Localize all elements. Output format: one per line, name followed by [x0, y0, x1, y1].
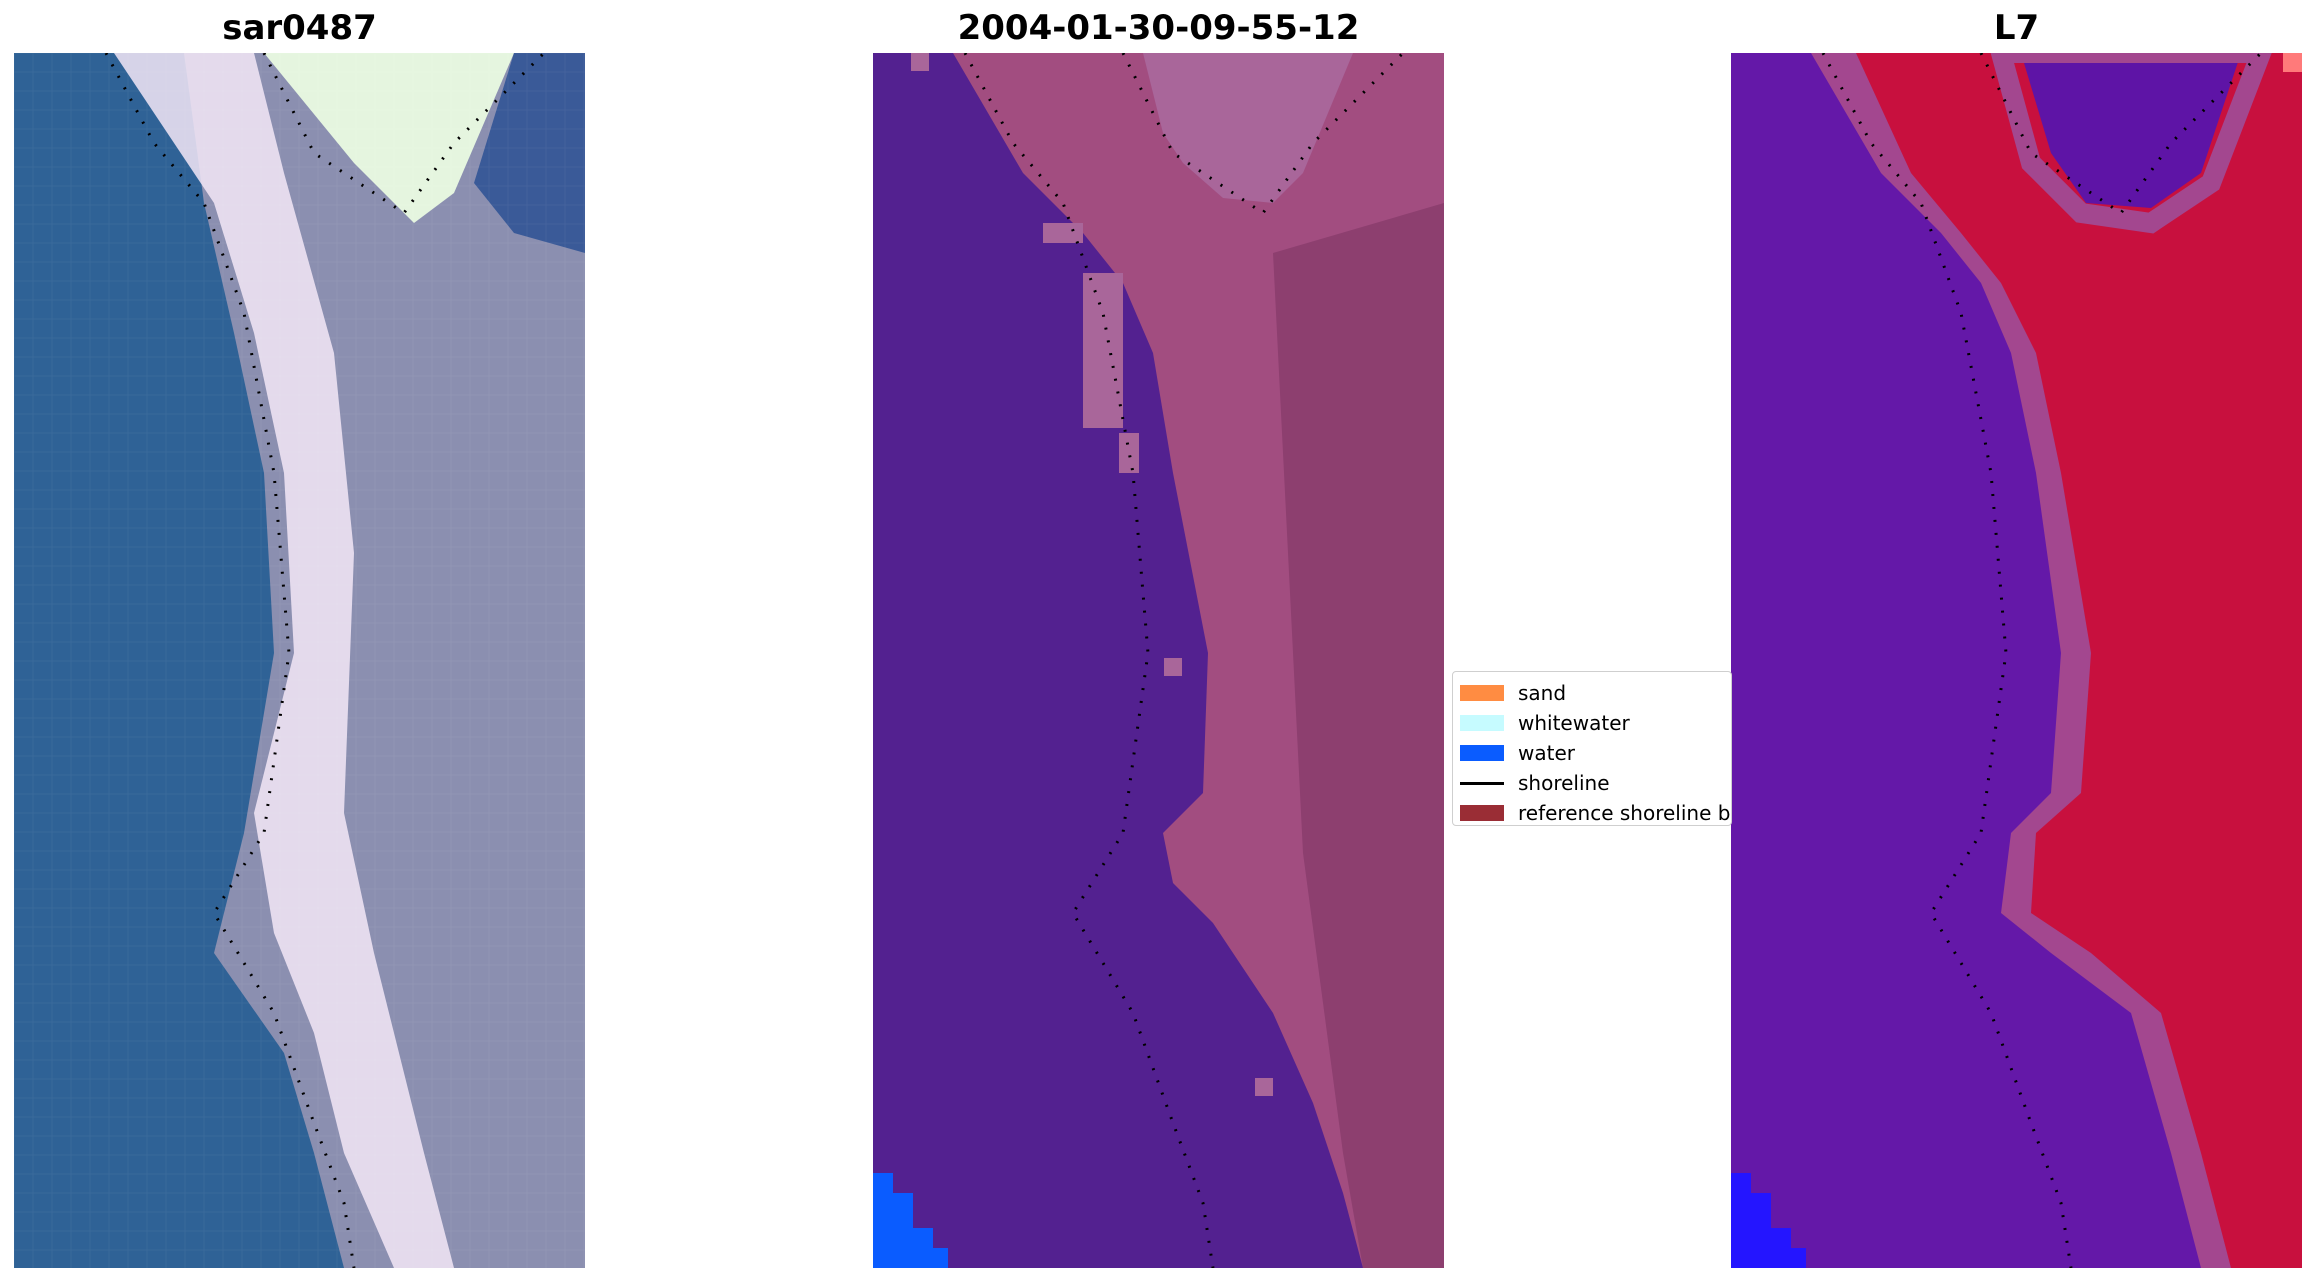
index-land-area — [1856, 53, 2302, 1268]
index-bay-edge — [1990, 53, 2272, 234]
sand-swatch — [1460, 685, 1504, 701]
water-swatch — [1460, 745, 1504, 761]
index-water-corner — [1731, 1173, 1806, 1268]
panel-title-date: 2004-01-30-09-55-12 — [957, 8, 1360, 48]
legend-item-water: water — [1460, 738, 1723, 768]
legend-item-whitewater: whitewater — [1460, 708, 1723, 738]
classified-dark-land — [1273, 203, 1444, 1268]
legend-item-reference-shoreline: reference shoreline buffer — [1460, 798, 1731, 825]
shoreline-swatch — [1460, 781, 1504, 785]
index-water-bay — [2021, 53, 2241, 208]
whitewater-swatch — [1460, 715, 1504, 731]
panel-title-rgb: sar0487 — [222, 8, 377, 48]
legend-label: whitewater — [1518, 711, 1630, 735]
reference-shoreline-swatch — [1460, 805, 1504, 821]
legend-label: reference shoreline buffer — [1518, 801, 1731, 825]
legend-label: sand — [1518, 681, 1567, 705]
classified-water-corner — [873, 1173, 948, 1268]
rgb-image-panel — [14, 53, 585, 1268]
legend-label: shoreline — [1518, 771, 1610, 795]
legend-item-sand: sand — [1460, 678, 1723, 708]
classified-sand-patch — [1143, 53, 1353, 203]
legend-item-shoreline: shoreline — [1460, 768, 1723, 798]
classified-image-panel — [873, 53, 1444, 1268]
legend: sand whitewater water shoreline referenc… — [1452, 671, 1732, 826]
index-image-panel — [1731, 53, 2302, 1268]
legend-label: water — [1518, 741, 1575, 765]
panel-title-index: L7 — [1993, 8, 2040, 48]
